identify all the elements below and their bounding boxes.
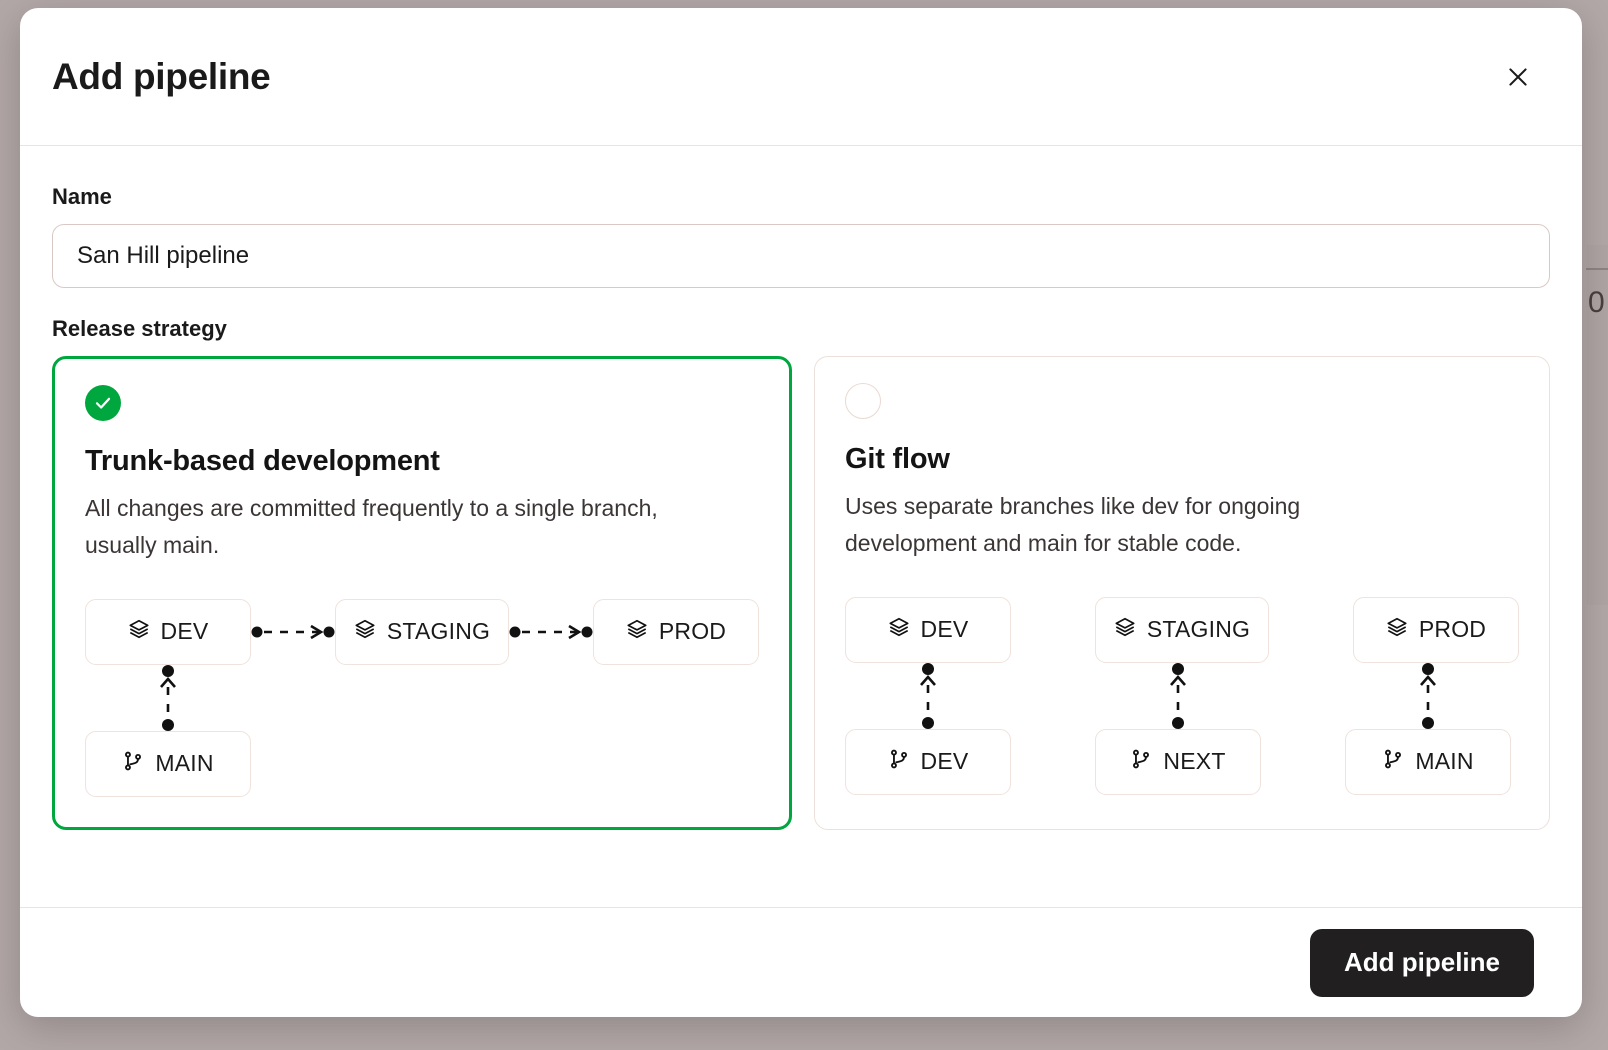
background-page-panel — [1586, 245, 1608, 605]
env-node-label: DEV — [160, 618, 209, 644]
env-node-staging[interactable]: STAGING — [335, 598, 509, 665]
page-title: Add pipeline — [52, 55, 271, 97]
name-label: Name — [52, 184, 112, 209]
env-node-label: PROD — [658, 618, 727, 644]
connector-dev-to-staging — [251, 622, 335, 642]
connector-staging-to-prod — [509, 622, 593, 642]
dialog-header: Add pipeline — [20, 8, 1582, 146]
strategy-description: Uses separate branches like dev for ongo… — [845, 493, 1301, 557]
radio-unselected[interactable] — [845, 383, 881, 419]
dialog-footer: Add pipeline — [20, 907, 1582, 1017]
git-branch-icon — [1382, 748, 1404, 775]
background-page-text: 0 — [1588, 286, 1605, 319]
env-node-label: STAGING — [1146, 616, 1251, 642]
env-node-staging[interactable]: STAGING — [1095, 596, 1269, 663]
connector-next-branch-to-staging-env — [1161, 662, 1195, 729]
connector-main-branch-to-prod-env — [1411, 662, 1445, 729]
branch-node-label: NEXT — [1163, 748, 1226, 774]
branch-row: MAIN — [85, 730, 759, 797]
connector-dev-branch-to-dev-env — [911, 662, 945, 729]
branch-node-label: MAIN — [1415, 748, 1474, 774]
strategy-card-trunk-based[interactable]: Trunk-based development All changes are … — [52, 356, 792, 830]
branch-node-next[interactable]: NEXT — [1095, 728, 1261, 795]
connector-main-to-dev — [151, 664, 185, 731]
search-input pipeline-name-input[interactable] — [52, 224, 1550, 288]
env-node-prod[interactable]: PROD — [1353, 596, 1519, 663]
env-node-prod[interactable]: PROD — [593, 598, 759, 665]
env-node-label: STAGING — [386, 618, 491, 644]
branch-connector-row — [85, 664, 759, 731]
dialog-body: Name Release strategy Trunk-based develo… — [20, 146, 1582, 907]
pipeline-graph-git-flow: DEV STAGING — [845, 596, 1519, 795]
close-icon[interactable] — [1498, 57, 1538, 97]
layers-icon — [1386, 616, 1408, 643]
release-strategy-label: Release strategy — [52, 316, 227, 341]
strategy-options: Trunk-based development All changes are … — [52, 356, 1550, 830]
radio-selected-check-icon[interactable] — [85, 385, 121, 421]
pipeline-graph-trunk-based: DEV — [85, 598, 759, 797]
branch-connector-row — [845, 662, 1519, 729]
branch-row: DEV — [845, 728, 1519, 795]
env-node-dev[interactable]: DEV — [85, 598, 251, 665]
branch-node-main[interactable]: MAIN — [1345, 728, 1511, 795]
environment-row: DEV STAGING — [845, 596, 1519, 663]
background-page-divider — [1586, 268, 1608, 270]
branch-node-label: DEV — [920, 748, 969, 774]
layers-icon — [888, 616, 910, 643]
add-pipeline-dialog: Add pipeline Name Release strategy Trunk… — [20, 8, 1582, 1017]
strategy-title: Trunk-based development — [85, 445, 440, 477]
env-node-label: PROD — [1418, 616, 1487, 642]
git-branch-icon — [122, 750, 144, 777]
environment-row: DEV — [85, 598, 759, 665]
layers-icon — [354, 618, 376, 645]
git-branch-icon — [1130, 748, 1152, 775]
strategy-title: Git flow — [845, 443, 950, 475]
env-node-dev[interactable]: DEV — [845, 596, 1011, 663]
layers-icon — [626, 618, 648, 645]
git-branch-icon — [888, 748, 910, 775]
branch-node-main[interactable]: MAIN — [85, 730, 251, 797]
layers-icon — [128, 618, 150, 645]
branch-node-dev[interactable]: DEV — [845, 728, 1011, 795]
branch-node-label: MAIN — [155, 750, 214, 776]
layers-icon — [1114, 616, 1136, 643]
strategy-card-git-flow[interactable]: Git flow Uses separate branches like dev… — [814, 356, 1550, 830]
add-pipeline-button[interactable]: Add pipeline — [1310, 928, 1534, 997]
env-node-label: DEV — [920, 616, 969, 642]
strategy-description: All changes are committed frequently to … — [85, 495, 658, 559]
